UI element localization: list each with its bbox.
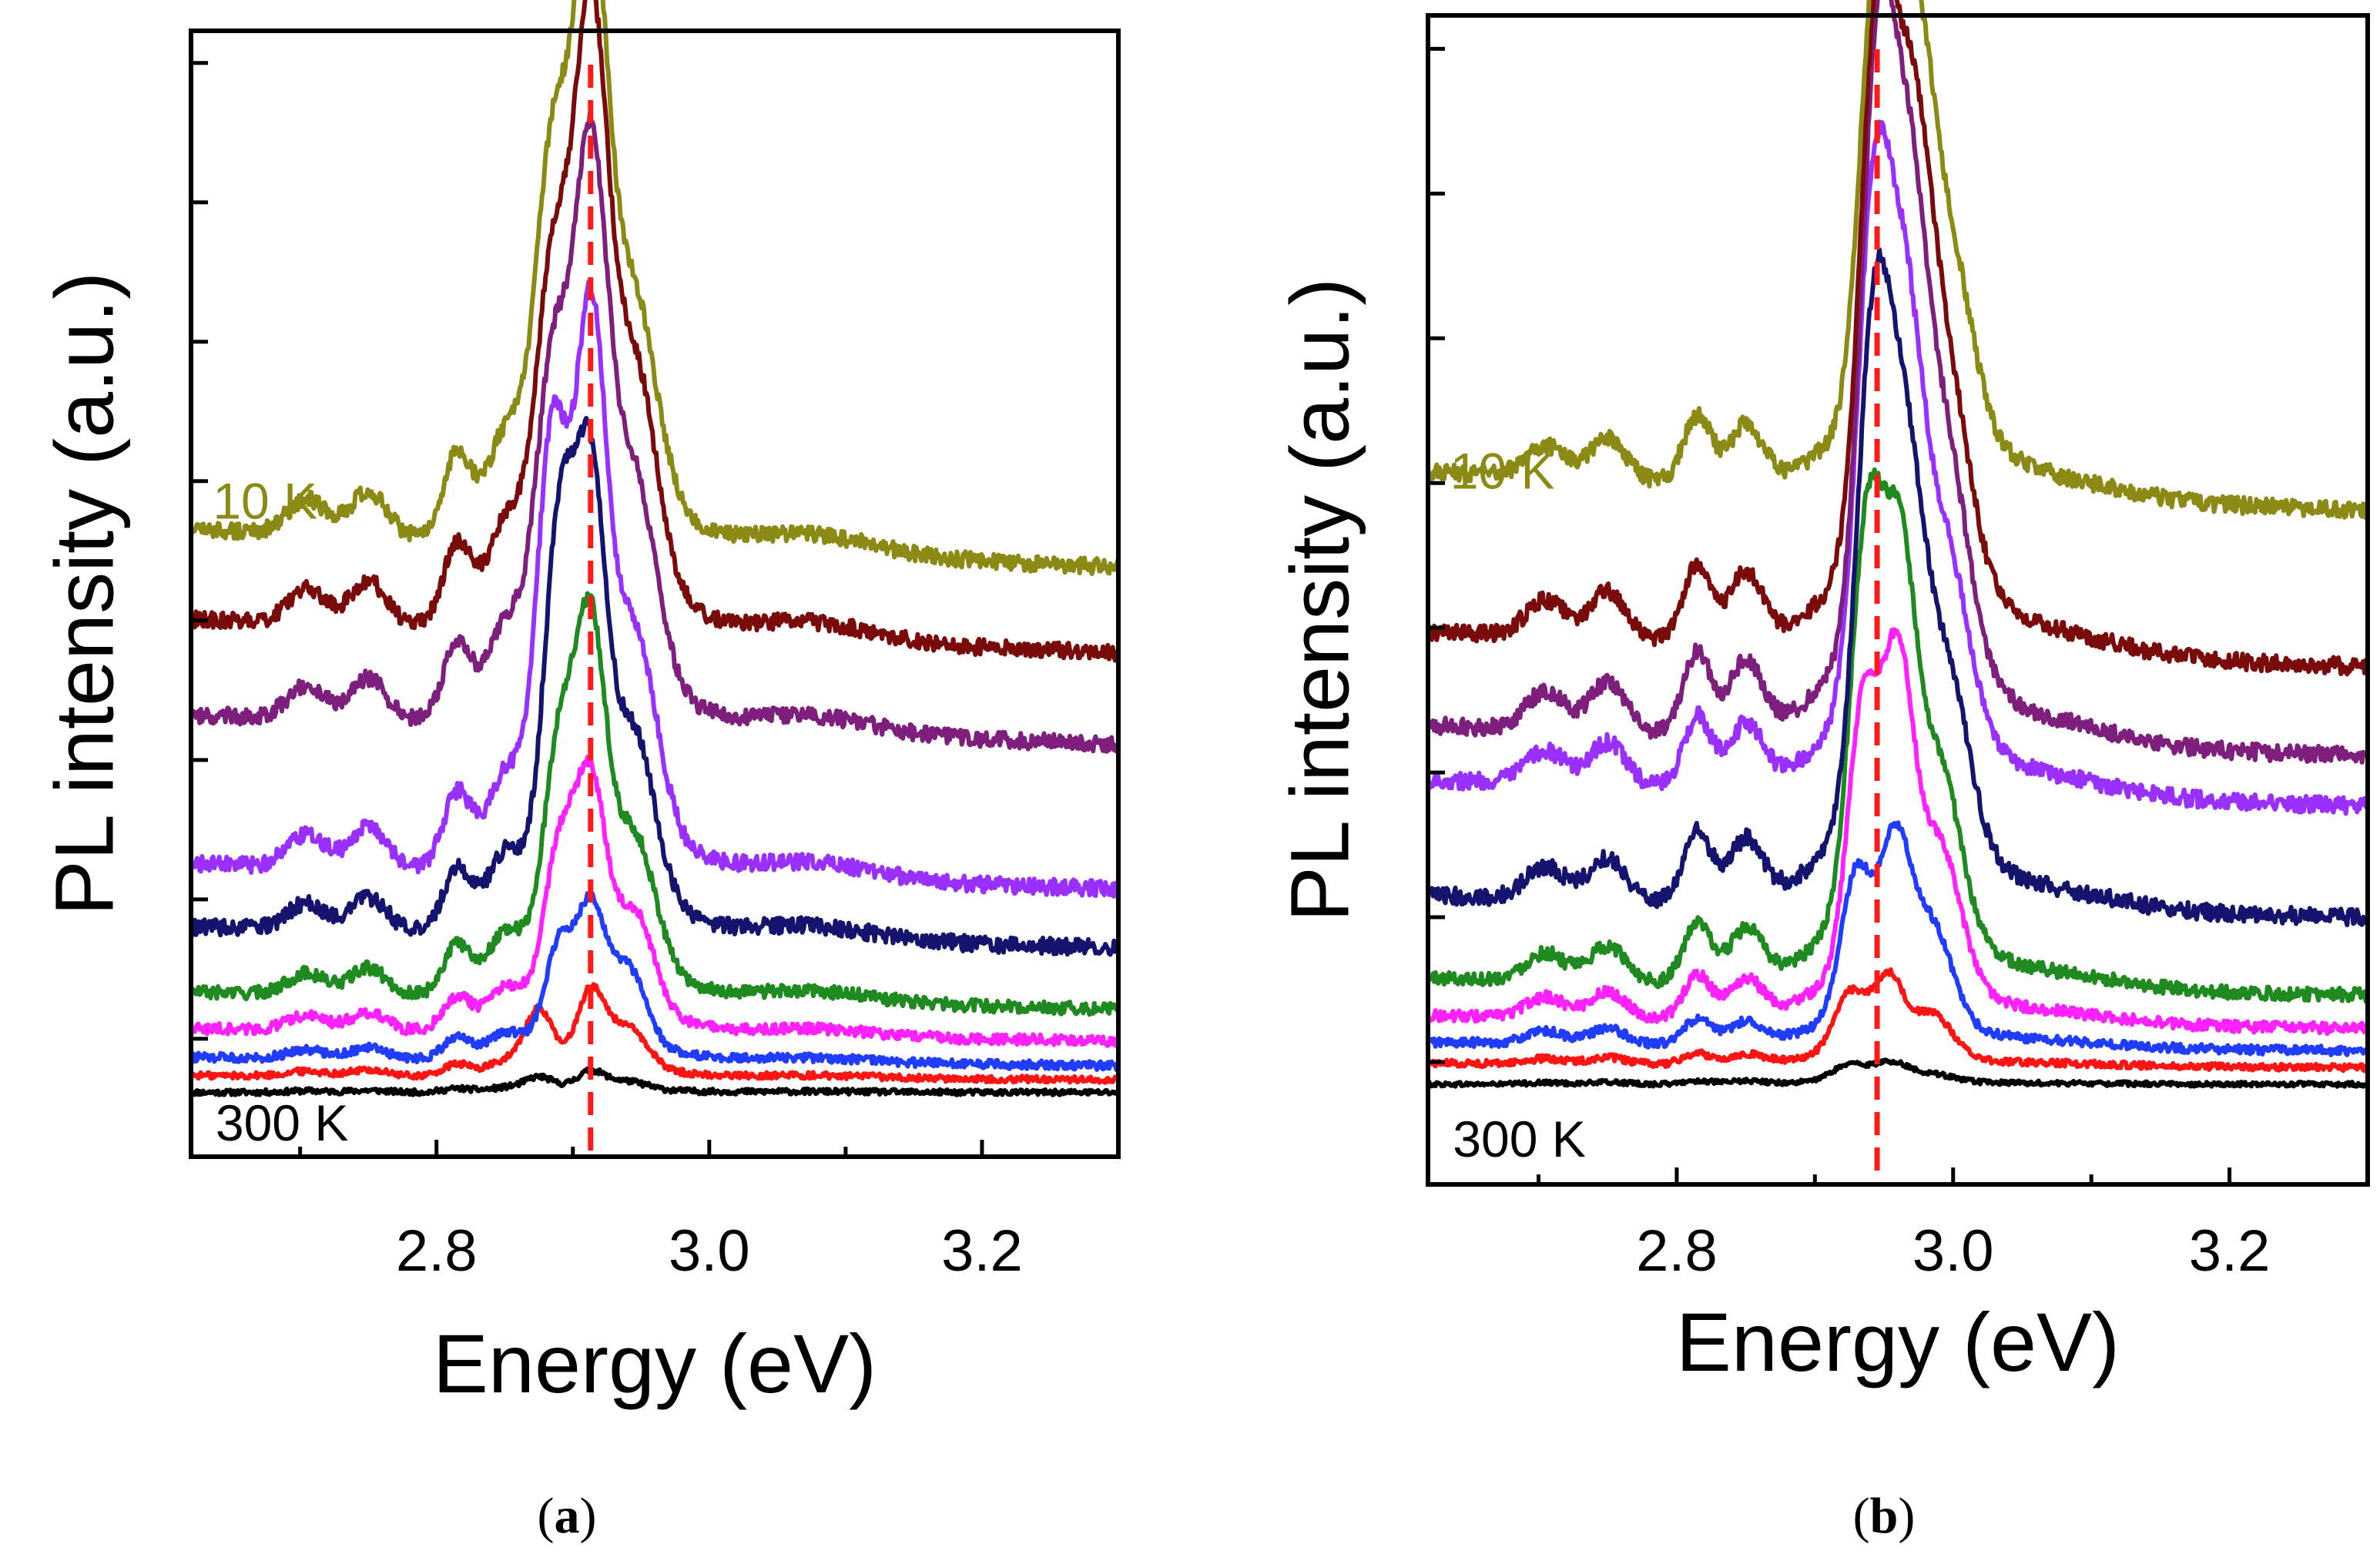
series-line-300k	[189, 1066, 1120, 1097]
series-group	[189, 0, 1121, 1097]
series-line-t5	[189, 591, 1120, 1017]
series-line-10k	[1426, 0, 2369, 521]
label-10k: 10 K	[213, 473, 317, 530]
x-tick-label: 2.8	[1636, 1218, 1718, 1284]
x-tick-label: 3.0	[1912, 1218, 1994, 1284]
x-tick-label: 3.2	[2189, 1218, 2271, 1284]
series-line-t9	[1426, 0, 2369, 677]
x-tick-label: 3.0	[669, 1218, 750, 1284]
series-group	[1426, 0, 2370, 1089]
series-line-t4	[1426, 627, 2369, 1037]
caption-letter: b	[1870, 1488, 1899, 1544]
label-300k: 300 K	[216, 1094, 348, 1151]
y-axis-label: PL intensity (a.u.)	[38, 272, 131, 916]
chart-panel-b: 2.8 3.0 3.2 Energy (eV) PL intensity (a.u.) 1…	[1273, 0, 2370, 1544]
chart-panel-a: 2.8 3.0 3.2 Energy (eV) PL intensity (a.u.) 1…	[38, 0, 1121, 1544]
series-line-t5	[1426, 467, 2370, 1004]
label-300k: 300 K	[1453, 1110, 1585, 1167]
series-line-t2	[1426, 967, 2369, 1074]
panel-caption: (b)	[1853, 1488, 1916, 1544]
x-axis-label: Energy (eV)	[433, 1317, 877, 1410]
caption-close: )	[1898, 1488, 1915, 1544]
caption-open: (	[1853, 1488, 1870, 1544]
caption-letter: a	[555, 1488, 580, 1544]
series-line-t9	[189, 0, 1121, 663]
series-line-t2	[189, 982, 1119, 1085]
x-tick-label: 2.8	[396, 1218, 478, 1284]
series-line-t7	[1426, 119, 2369, 816]
caption-close: )	[580, 1488, 597, 1544]
series-line-t3	[189, 891, 1121, 1073]
label-10k: 10 K	[1450, 442, 1555, 499]
series-line-300k	[1426, 1057, 2369, 1089]
series-line-t3	[1426, 820, 2369, 1057]
plot-frame	[1426, 13, 2370, 1187]
panel-caption: (a)	[538, 1488, 597, 1544]
x-axis-label: Energy (eV)	[1676, 1295, 2120, 1388]
series-line-t6	[189, 416, 1120, 957]
series-line-t8	[1426, 0, 2368, 765]
series-line-10k	[189, 0, 1121, 576]
series-line-t4	[189, 755, 1119, 1048]
x-tick-label: 3.2	[941, 1218, 1023, 1284]
series-line-t6	[1426, 247, 2369, 927]
series-line-t7	[189, 278, 1121, 899]
plot-frame	[189, 28, 1121, 1159]
y-axis-label: PL intensity (a.u.)	[1273, 278, 1366, 922]
caption-open: (	[538, 1488, 555, 1544]
series-line-t8	[189, 112, 1121, 754]
